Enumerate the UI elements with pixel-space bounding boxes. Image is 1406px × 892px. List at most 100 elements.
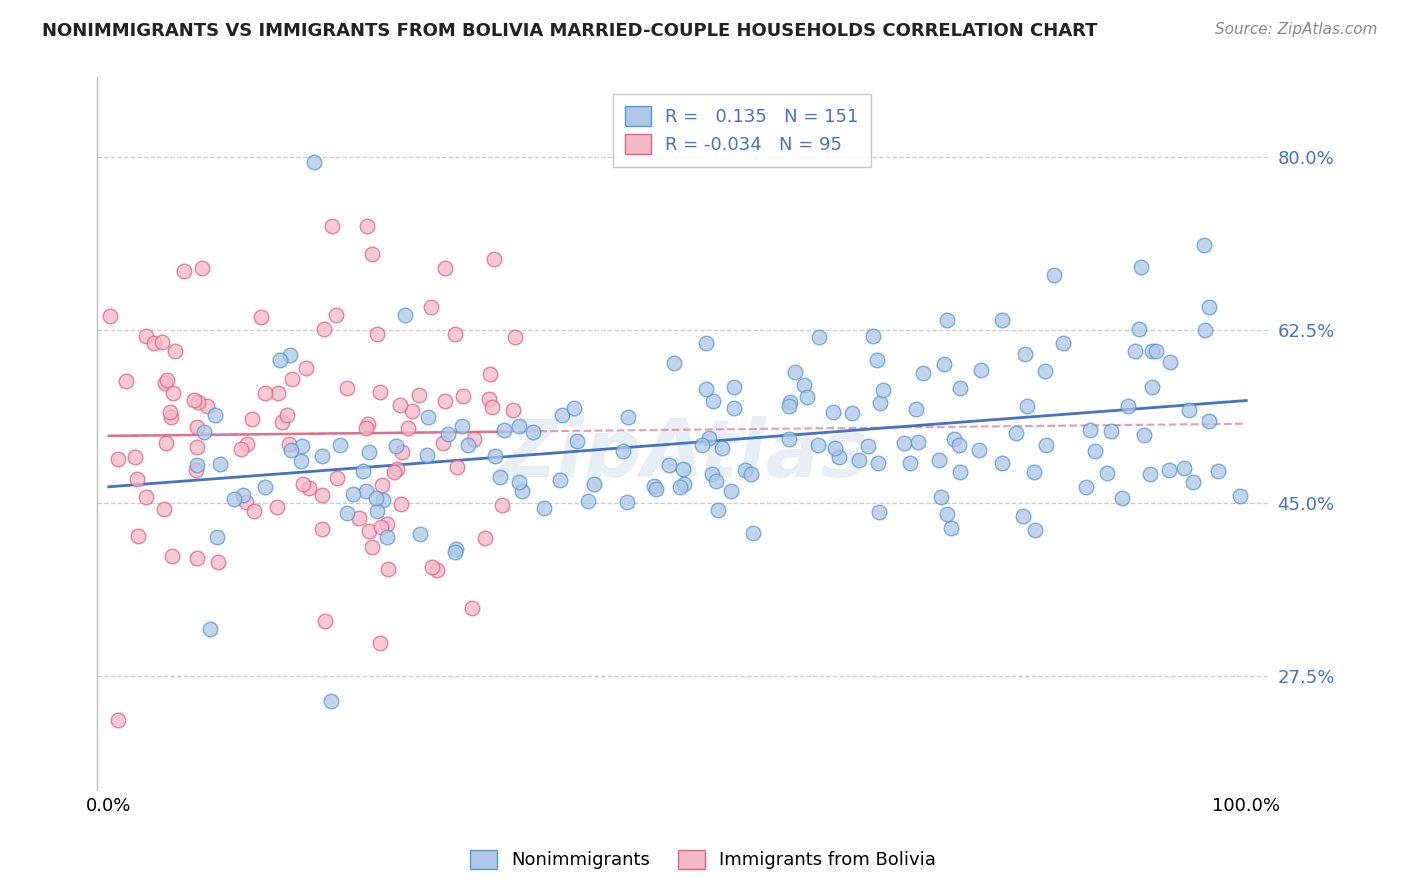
Point bbox=[394, 308, 416, 322]
Point bbox=[319, 693, 342, 707]
Point bbox=[928, 453, 950, 467]
Point bbox=[290, 453, 312, 467]
Point bbox=[702, 394, 724, 409]
Point bbox=[565, 434, 588, 448]
Point bbox=[796, 390, 818, 404]
Point bbox=[229, 442, 252, 457]
Point bbox=[270, 415, 292, 429]
Point bbox=[793, 377, 815, 392]
Point bbox=[433, 260, 456, 275]
Point bbox=[253, 480, 276, 494]
Point bbox=[872, 384, 894, 398]
Point bbox=[205, 530, 228, 544]
Point bbox=[695, 382, 717, 396]
Point bbox=[98, 309, 121, 323]
Point bbox=[153, 502, 176, 516]
Point bbox=[124, 450, 146, 464]
Point bbox=[893, 436, 915, 450]
Point bbox=[354, 420, 377, 434]
Point bbox=[163, 344, 186, 359]
Point bbox=[911, 366, 934, 380]
Point bbox=[522, 425, 544, 439]
Point bbox=[357, 417, 380, 431]
Point bbox=[932, 358, 955, 372]
Point bbox=[347, 511, 370, 525]
Point bbox=[160, 549, 183, 563]
Point bbox=[808, 329, 831, 343]
Point bbox=[370, 478, 392, 492]
Point bbox=[990, 456, 1012, 470]
Point bbox=[562, 401, 585, 416]
Point bbox=[583, 476, 606, 491]
Point bbox=[510, 484, 533, 499]
Point bbox=[278, 437, 301, 451]
Point bbox=[508, 418, 530, 433]
Point bbox=[866, 352, 889, 367]
Point bbox=[352, 464, 374, 478]
Point bbox=[612, 444, 634, 458]
Point bbox=[382, 465, 405, 479]
Point bbox=[551, 408, 574, 422]
Point bbox=[949, 465, 972, 479]
Point bbox=[943, 432, 966, 446]
Point bbox=[1076, 480, 1098, 494]
Point bbox=[311, 488, 333, 502]
Point bbox=[828, 450, 851, 465]
Point bbox=[1142, 344, 1164, 359]
Point bbox=[645, 482, 668, 496]
Point bbox=[576, 494, 599, 508]
Point bbox=[409, 527, 432, 541]
Point bbox=[375, 530, 398, 544]
Point bbox=[461, 600, 484, 615]
Point bbox=[869, 395, 891, 409]
Point bbox=[1084, 444, 1107, 458]
Point bbox=[482, 252, 505, 267]
Point bbox=[183, 392, 205, 407]
Point bbox=[446, 459, 468, 474]
Point bbox=[672, 477, 695, 491]
Point bbox=[706, 503, 728, 517]
Point bbox=[704, 474, 727, 488]
Point bbox=[389, 398, 412, 412]
Point bbox=[779, 394, 801, 409]
Point bbox=[389, 497, 412, 511]
Point bbox=[494, 423, 516, 437]
Point bbox=[198, 622, 221, 636]
Point bbox=[702, 467, 724, 482]
Point bbox=[1043, 268, 1066, 282]
Point bbox=[904, 402, 927, 417]
Point bbox=[366, 326, 388, 341]
Point bbox=[160, 409, 183, 424]
Point bbox=[314, 322, 336, 336]
Point bbox=[1128, 322, 1150, 336]
Text: NONIMMIGRANTS VS IMMIGRANTS FROM BOLIVIA MARRIED-COUPLE HOUSEHOLDS CORRELATION C: NONIMMIGRANTS VS IMMIGRANTS FROM BOLIVIA… bbox=[42, 22, 1098, 40]
Point bbox=[186, 551, 208, 566]
Point bbox=[195, 399, 218, 413]
Point bbox=[360, 540, 382, 554]
Point bbox=[360, 247, 382, 261]
Point bbox=[150, 334, 173, 349]
Point bbox=[723, 380, 745, 394]
Point bbox=[236, 437, 259, 451]
Point bbox=[617, 409, 640, 424]
Point bbox=[1116, 400, 1139, 414]
Point bbox=[1123, 344, 1146, 359]
Point bbox=[672, 462, 695, 476]
Point bbox=[371, 493, 394, 508]
Point bbox=[491, 498, 513, 512]
Point bbox=[868, 456, 890, 470]
Point bbox=[396, 421, 419, 435]
Point bbox=[1206, 464, 1229, 478]
Point bbox=[155, 376, 177, 390]
Point bbox=[436, 426, 458, 441]
Point bbox=[1159, 355, 1181, 369]
Point bbox=[240, 412, 263, 426]
Point bbox=[204, 408, 226, 422]
Point bbox=[935, 507, 957, 521]
Point bbox=[695, 335, 717, 350]
Point bbox=[508, 475, 530, 490]
Point bbox=[898, 457, 921, 471]
Point bbox=[193, 425, 215, 439]
Point bbox=[1194, 323, 1216, 337]
Point bbox=[1146, 344, 1168, 359]
